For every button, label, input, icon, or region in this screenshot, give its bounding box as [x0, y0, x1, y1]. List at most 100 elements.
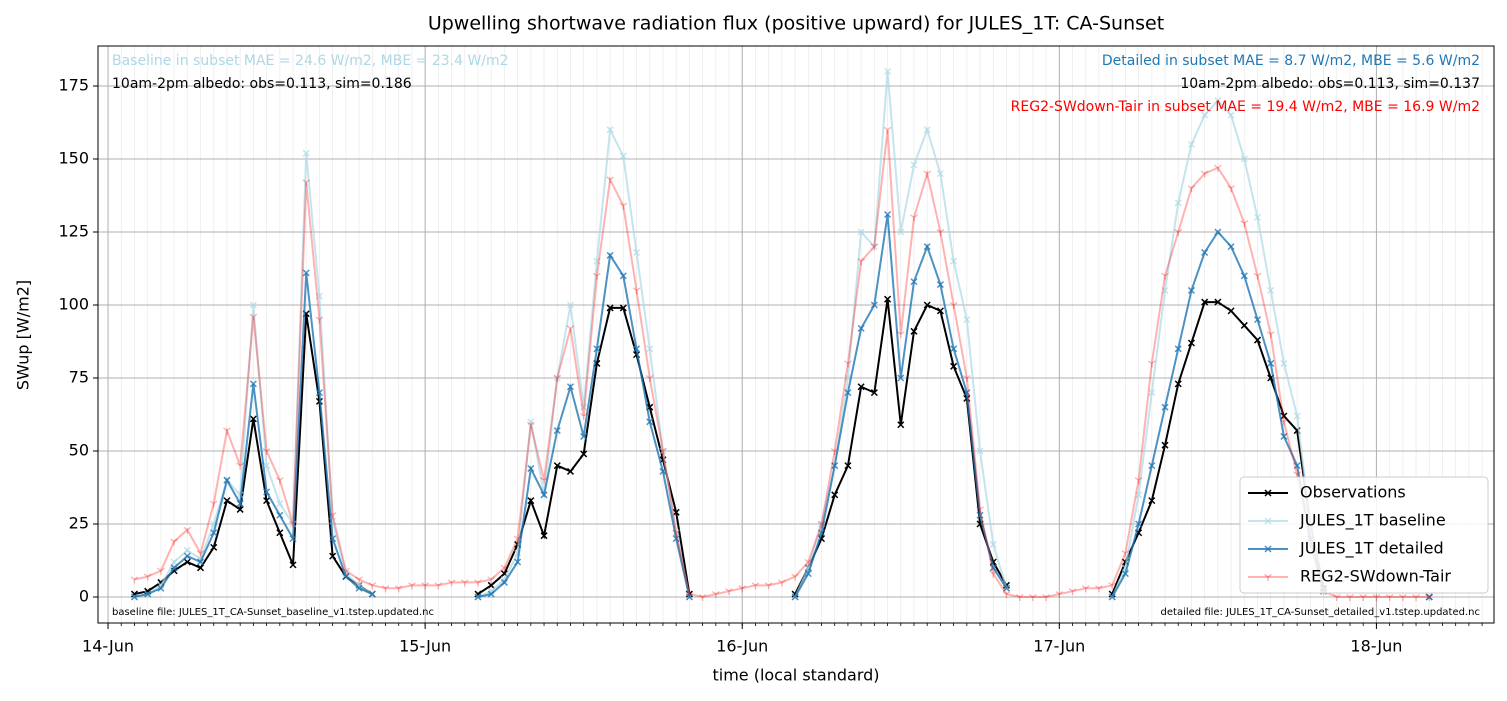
marker: [831, 491, 839, 499]
marker: [196, 555, 205, 563]
marker: [183, 552, 191, 560]
marker: [1148, 462, 1156, 470]
marker: [1161, 441, 1169, 449]
marker: [1201, 298, 1209, 306]
marker: [249, 301, 257, 309]
marker: [725, 588, 733, 596]
marker: [989, 540, 997, 548]
y-tick-label: 175: [58, 76, 89, 95]
marker: [144, 590, 152, 598]
marker: [302, 149, 310, 157]
marker: [1412, 593, 1420, 602]
marker: [857, 228, 865, 236]
marker: [526, 421, 535, 429]
marker: [870, 389, 878, 397]
marker: [896, 331, 905, 339]
marker: [183, 558, 191, 566]
marker: [210, 529, 218, 537]
marker: [659, 456, 667, 464]
marker: [540, 477, 548, 485]
marker: [989, 570, 998, 578]
marker: [897, 374, 905, 382]
marker: [606, 126, 614, 134]
marker: [1095, 585, 1103, 593]
marker: [223, 476, 231, 484]
x-tick-label: 17-Jun: [1033, 637, 1085, 656]
marker: [170, 564, 178, 572]
marker: [606, 251, 614, 259]
marker: [1425, 593, 1433, 601]
marker: [276, 500, 284, 508]
marker: [1121, 550, 1130, 558]
marker: [1135, 520, 1143, 528]
marker: [236, 500, 244, 508]
marker: [196, 558, 205, 566]
marker: [619, 202, 628, 210]
marker: [777, 579, 786, 587]
marker: [659, 447, 667, 456]
marker: [950, 362, 958, 370]
marker: [1201, 248, 1209, 256]
marker: [580, 403, 588, 411]
marker: [923, 243, 931, 251]
marker: [289, 520, 297, 529]
marker: [566, 467, 574, 475]
marker: [487, 581, 495, 589]
marker: [580, 432, 588, 440]
marker: [910, 161, 918, 169]
y-axis-label: SWup [W/m2]: [14, 280, 33, 390]
marker: [949, 301, 958, 310]
marker: [685, 591, 694, 599]
marker: [619, 152, 627, 160]
marker: [989, 564, 997, 572]
marker: [315, 389, 323, 397]
marker: [262, 447, 271, 456]
marker: [1346, 593, 1354, 602]
marker: [1266, 331, 1275, 339]
marker: [831, 462, 839, 470]
marker: [368, 582, 377, 590]
marker: [263, 462, 271, 470]
marker: [1267, 359, 1275, 367]
marker: [923, 301, 931, 309]
y-tick-label: 150: [58, 149, 89, 168]
marker: [817, 520, 826, 529]
marker: [923, 170, 932, 178]
marker: [249, 415, 257, 423]
marker: [540, 491, 548, 499]
marker: [870, 301, 878, 309]
marker: [289, 520, 297, 528]
marker: [355, 576, 363, 584]
marker: [1267, 286, 1275, 294]
marker: [487, 576, 496, 584]
marker: [593, 257, 601, 265]
legend-label: JULES_1T baseline: [1299, 511, 1446, 531]
marker: [962, 374, 971, 383]
marker: [249, 313, 258, 321]
marker: [1147, 360, 1156, 368]
marker: [1148, 497, 1156, 505]
marker: [672, 508, 680, 516]
marker: [950, 257, 958, 265]
marker: [1161, 286, 1169, 294]
annotation: detailed file: JULES_1T_CA-Sunset_detail…: [1161, 607, 1480, 618]
marker: [659, 467, 667, 475]
marker: [1148, 389, 1156, 397]
marker: [1280, 432, 1288, 440]
marker: [368, 590, 376, 598]
annotation: 10am-2pm albedo: obs=0.113, sim=0.186: [112, 76, 412, 92]
y-tick-label: 100: [58, 295, 89, 314]
marker: [1240, 155, 1248, 163]
marker: [474, 590, 482, 598]
marker: [1187, 140, 1195, 148]
marker: [276, 511, 284, 519]
annotation: 10am-2pm albedo: obs=0.113, sim=0.137: [1180, 76, 1480, 92]
marker: [263, 497, 271, 505]
marker: [196, 564, 205, 572]
marker: [394, 585, 403, 593]
marker: [130, 593, 138, 601]
marker: [302, 179, 311, 187]
marker: [1293, 462, 1301, 470]
marker: [500, 564, 509, 572]
marker: [884, 295, 892, 303]
